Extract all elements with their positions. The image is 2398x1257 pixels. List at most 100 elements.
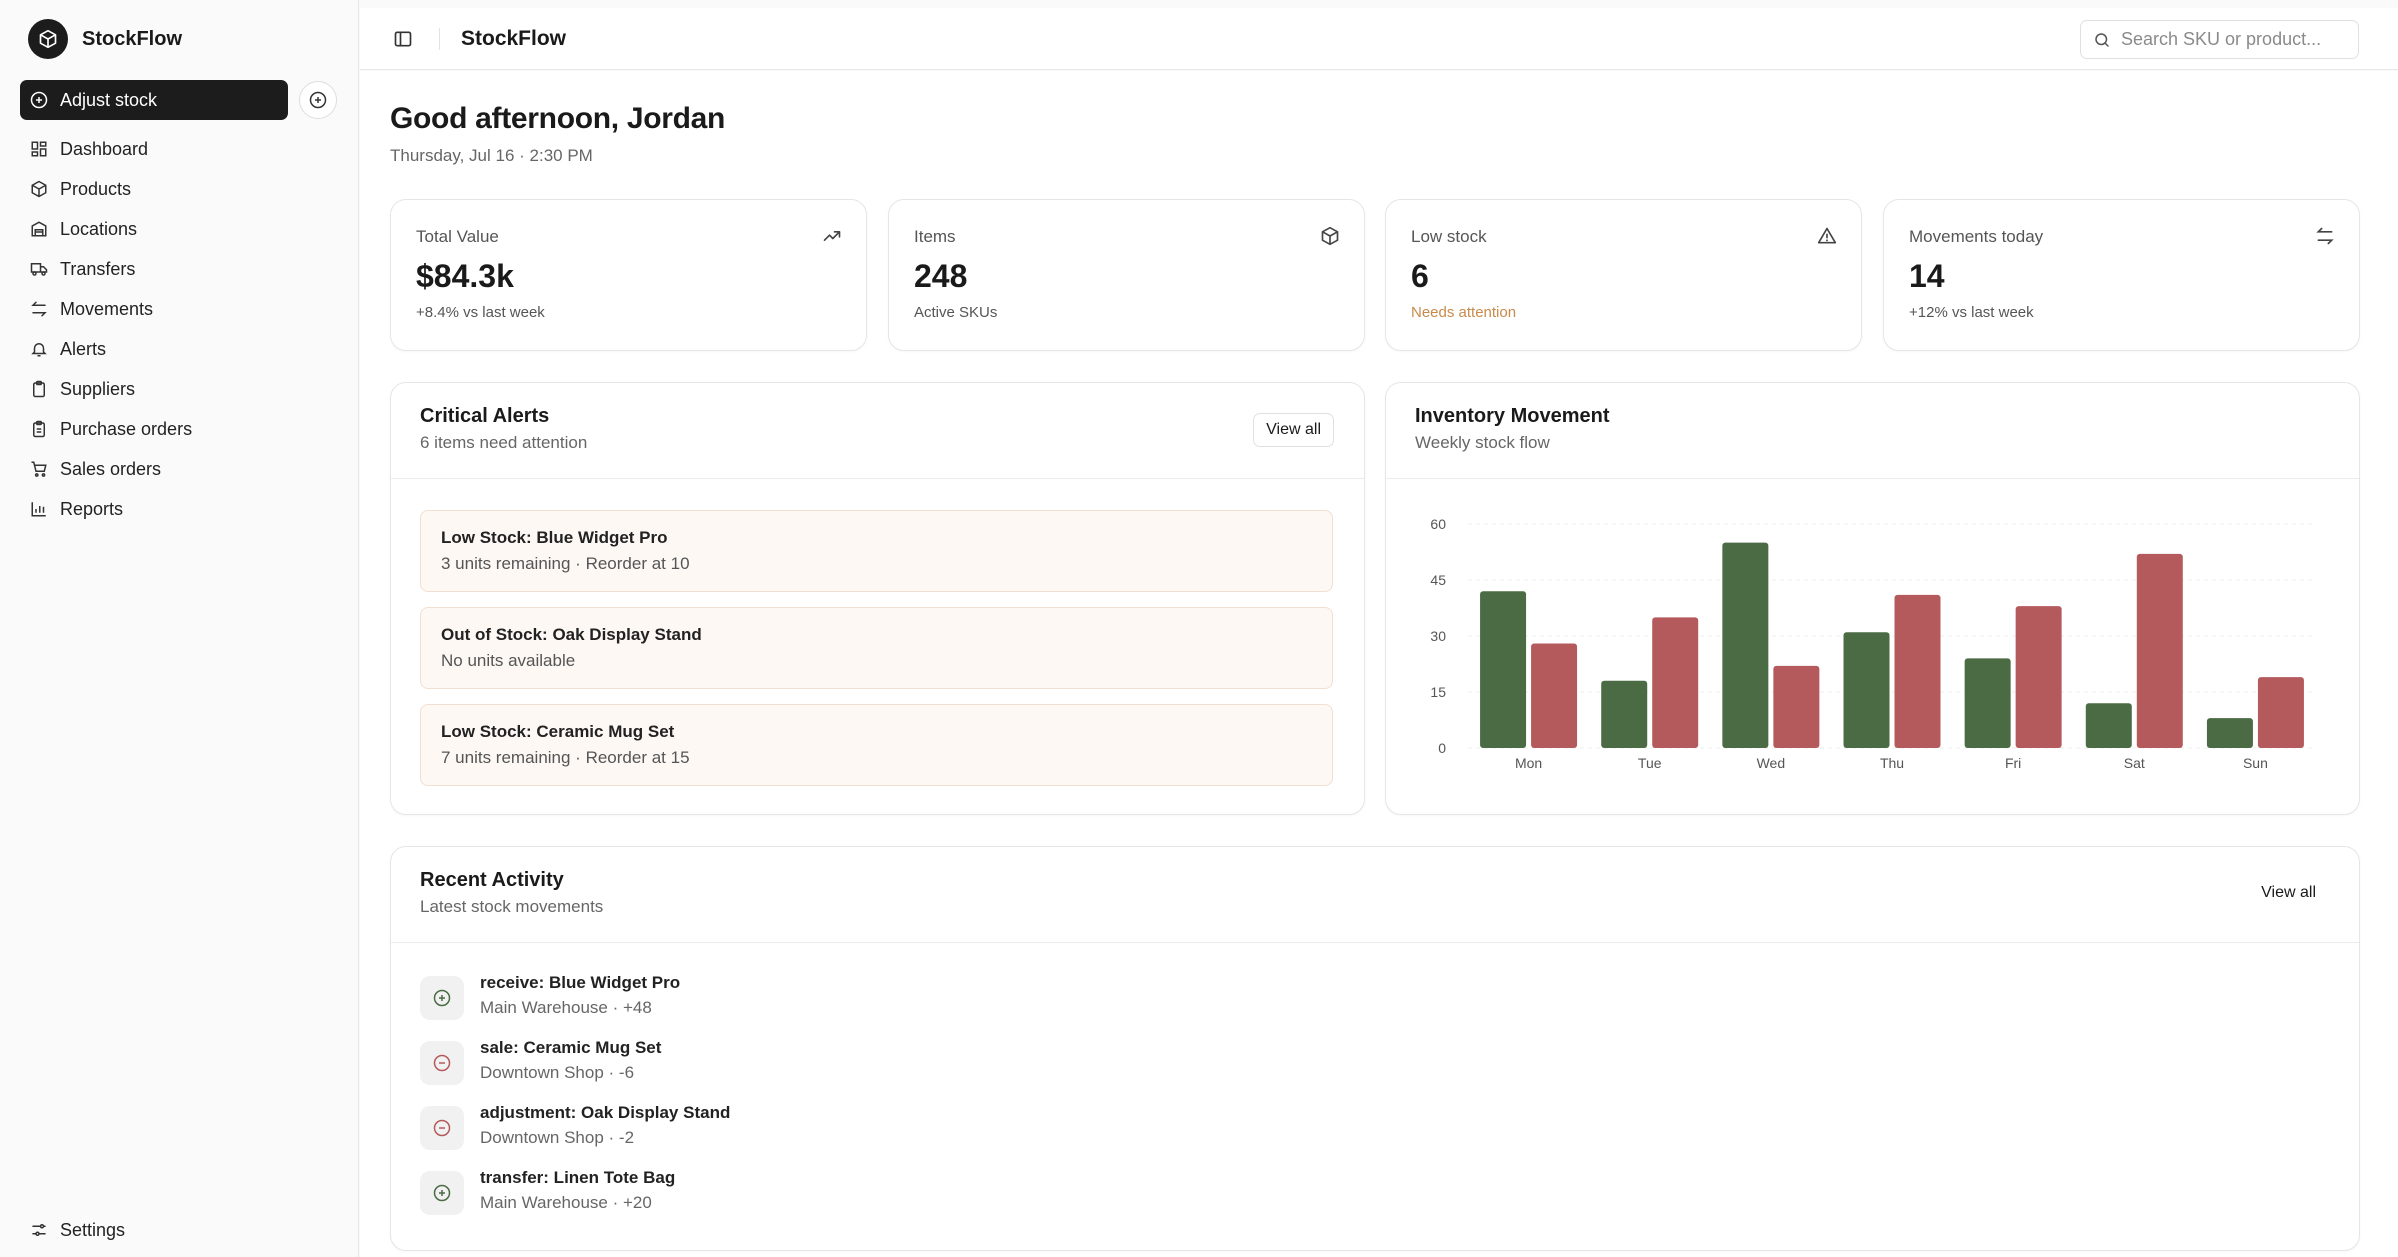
x-tick-label: Wed	[1757, 755, 1786, 771]
sidebar-item-label: Movements	[60, 298, 154, 319]
x-tick-label: Fri	[2005, 755, 2021, 771]
stat-label: Items	[914, 227, 956, 246]
section-subtitle: Latest stock movements	[420, 897, 604, 916]
stat-value: 14	[1909, 258, 1945, 294]
sidebar-item-dashboard[interactable]: Dashboard	[20, 129, 340, 169]
sidebar-item-purchase-orders[interactable]: Purchase orders	[20, 409, 340, 449]
sidebar-nav: Dashboard Products Locations Transfers M…	[20, 129, 340, 529]
search-icon	[2093, 31, 2111, 49]
chart-bar	[2085, 703, 2132, 748]
y-tick-label: 45	[1430, 572, 1446, 588]
plus-circle-icon	[30, 91, 48, 109]
sidebar-toggle-button[interactable]	[393, 29, 413, 49]
activity-detail: Downtown Shop · -6	[480, 1063, 635, 1082]
section-title: Inventory Movement	[1415, 405, 1610, 427]
stat-subtext: +8.4% vs last week	[416, 304, 545, 321]
stat-subtext: Needs attention	[1411, 304, 1517, 321]
chart-bar	[2206, 718, 2253, 748]
sidebar-item-label: Purchase orders	[60, 418, 193, 439]
sidebar-item-label: Suppliers	[60, 378, 136, 399]
search-input[interactable]	[2121, 29, 2351, 50]
y-tick-label: 60	[1430, 516, 1446, 532]
sidebar-item-locations[interactable]: Locations	[20, 209, 340, 249]
sidebar: StockFlow Adjust stock Dashboard Product…	[0, 0, 359, 1257]
sidebar-item-transfers[interactable]: Transfers	[20, 249, 340, 289]
alert-item[interactable]: Low Stock: Blue Widget Pro 3 units remai…	[420, 510, 1333, 592]
sidebar-item-settings[interactable]: Settings	[20, 1210, 340, 1250]
chart-bar	[2015, 606, 2062, 748]
sidebar-item-label: Dashboard	[60, 138, 149, 159]
building-icon	[30, 220, 48, 238]
main-content: Good afternoon, Jordan Thursday, Jul 16 …	[360, 71, 2398, 1257]
activity-detail: Main Warehouse · +20	[480, 1193, 652, 1212]
activity-title: adjustment: Oak Display Stand	[480, 1103, 731, 1122]
dashboard-icon	[30, 140, 48, 158]
alert-detail: No units available	[441, 651, 576, 670]
top-bar: StockFlow	[360, 8, 2398, 70]
section-subtitle: 6 items need attention	[420, 433, 588, 452]
sidebar-item-products[interactable]: Products	[20, 169, 340, 209]
sidebar-item-reports[interactable]: Reports	[20, 489, 340, 529]
stat-card-low-stock: Low stock 6 Needs attention	[1385, 199, 1862, 351]
sidebar-item-suppliers[interactable]: Suppliers	[20, 369, 340, 409]
minus-circle-icon	[420, 1106, 464, 1150]
plus-circle-icon	[420, 1171, 464, 1215]
adjust-stock-label: Adjust stock	[60, 89, 158, 110]
chart-bar	[1964, 658, 2011, 748]
trending-up-icon	[822, 226, 842, 246]
y-tick-label: 15	[1430, 684, 1446, 700]
page-title: StockFlow	[461, 27, 567, 50]
divider	[391, 942, 2359, 943]
chart-bar	[1722, 542, 1769, 748]
activity-detail: Downtown Shop · -2	[480, 1128, 635, 1147]
sliders-icon	[30, 1221, 48, 1239]
x-tick-label: Mon	[1515, 755, 1542, 771]
alert-item[interactable]: Out of Stock: Oak Display Stand No units…	[420, 607, 1333, 689]
stat-label: Movements today	[1909, 227, 2044, 246]
chart-bar	[2257, 677, 2304, 748]
warning-icon	[1817, 226, 1837, 246]
stat-subtext: Active SKUs	[914, 304, 998, 321]
sidebar-item-movements[interactable]: Movements	[20, 289, 340, 329]
sidebar-item-sales-orders[interactable]: Sales orders	[20, 449, 340, 489]
sidebar-footer: Settings	[20, 1210, 340, 1250]
inventory-movement-chart: 0 15 30 45 60 Mon Tue Wed Thu Fri Sat Sun	[1430, 516, 2316, 771]
divider	[1386, 478, 2359, 479]
topbar-divider	[439, 28, 440, 50]
x-tick-label: Tue	[1638, 755, 1662, 771]
panel-left-icon	[393, 29, 413, 49]
sidebar-item-label: Alerts	[60, 338, 107, 359]
chart-bar	[1894, 594, 1941, 748]
sidebar-item-label: Locations	[60, 218, 138, 239]
bar-chart-icon	[30, 500, 48, 518]
clipboard-list-icon	[30, 420, 48, 438]
y-tick-label: 30	[1430, 628, 1446, 644]
alert-title: Out of Stock: Oak Display Stand	[441, 625, 702, 644]
quick-add-button[interactable]	[299, 81, 337, 119]
current-datetime: Thursday, Jul 16 · 2:30 PM	[390, 146, 593, 165]
brand[interactable]: StockFlow	[28, 19, 182, 59]
sidebar-item-label: Settings	[60, 1219, 126, 1240]
plus-circle-icon	[420, 976, 464, 1020]
view-all-alerts-button[interactable]: View all	[1253, 413, 1334, 447]
activity-title: transfer: Linen Tote Bag	[480, 1168, 676, 1187]
chart-bar	[1773, 665, 1820, 748]
cart-icon	[30, 460, 48, 478]
stat-subtext: +12% vs last week	[1909, 304, 2034, 321]
y-tick-label: 0	[1438, 740, 1446, 756]
activity-title: sale: Ceramic Mug Set	[480, 1038, 662, 1057]
stat-card-movements-today: Movements today 14 +12% vs last week	[1883, 199, 2360, 351]
stat-card-total-value: Total Value $84.3k +8.4% vs last week	[390, 199, 867, 351]
section-title: Recent Activity	[420, 869, 564, 891]
alert-item[interactable]: Low Stock: Ceramic Mug Set 7 units remai…	[420, 704, 1333, 786]
chart-bar	[1601, 680, 1648, 748]
chart-bar	[2136, 553, 2183, 748]
search-box[interactable]	[2080, 20, 2359, 59]
brand-name: StockFlow	[82, 27, 183, 50]
chart-bar	[1652, 617, 1699, 748]
view-all-activity-link[interactable]: View all	[2261, 884, 2316, 901]
section-title: Critical Alerts	[420, 405, 550, 427]
stat-label: Low stock	[1411, 227, 1487, 246]
adjust-stock-button[interactable]: Adjust stock	[20, 80, 288, 120]
sidebar-item-alerts[interactable]: Alerts	[20, 329, 340, 369]
